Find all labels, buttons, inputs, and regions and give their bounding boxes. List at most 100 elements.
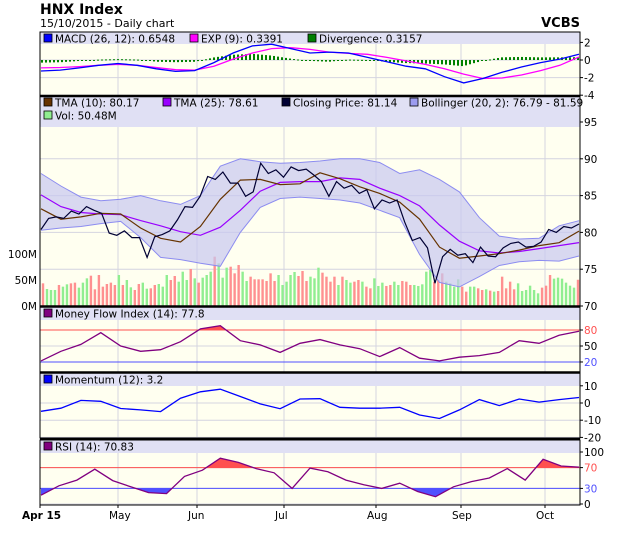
volume-bar	[512, 289, 516, 306]
volume-bar	[305, 280, 308, 306]
divergence-bar	[241, 54, 243, 60]
mfi-line	[40, 325, 580, 362]
divergence-bar	[505, 57, 507, 60]
divergence-bar	[253, 53, 255, 60]
volume-bar	[361, 281, 364, 306]
volume-bar	[141, 282, 145, 306]
volume-bar	[389, 284, 392, 306]
volume-tick-label: 0M	[21, 301, 37, 313]
volume-bar	[209, 271, 212, 306]
divergence-bar	[169, 60, 171, 63]
divergence-bar	[121, 59, 123, 61]
divergence-bar	[397, 60, 399, 63]
volume-bar	[544, 285, 548, 306]
volume-bar	[165, 275, 168, 306]
divergence-bar	[469, 60, 471, 65]
divergence-bar	[185, 60, 187, 62]
divergence-bar	[449, 60, 451, 65]
volume-tick-label: 100M	[8, 249, 37, 261]
y-tick-label: 70	[584, 463, 597, 475]
y-tick-label: 20	[584, 357, 597, 369]
volume-bar	[65, 284, 69, 306]
volume-bar	[377, 285, 380, 306]
divergence-bar	[261, 54, 263, 60]
volume-bar	[41, 283, 45, 306]
volume-bar	[161, 286, 164, 306]
divergence-bar	[541, 57, 543, 60]
divergence-bar	[305, 60, 307, 61]
divergence-bar	[569, 57, 571, 60]
divergence-bar	[521, 56, 523, 60]
volume-bar	[217, 263, 220, 306]
divergence-bar	[181, 60, 183, 63]
divergence-bar	[193, 60, 195, 62]
divergence-bar	[529, 57, 531, 60]
panel-macd: 2 0 -2 -4 MACD (26, 12): 0.6548 EXP (9): 0.33…	[39, 31, 595, 102]
divergence-bar	[481, 60, 483, 61]
divergence-bar	[41, 60, 43, 63]
volume-bar	[536, 293, 540, 306]
volume-bar	[113, 284, 117, 306]
volume-bar	[213, 256, 216, 306]
divergence-bar	[345, 59, 347, 61]
volume-bar	[325, 276, 328, 306]
chart-subtitle: 15/10/2015 - Daily chart	[40, 17, 175, 30]
legend-label: Bollinger (20, 2): 76.79 - 81.59	[421, 98, 583, 110]
divergence-bar	[197, 60, 199, 62]
volume-bar	[57, 284, 61, 306]
volume-bar	[500, 276, 504, 306]
divergence-bar	[233, 54, 235, 60]
volume-bar	[61, 286, 65, 306]
volume-bar	[77, 287, 81, 306]
volume-bar	[109, 282, 113, 306]
divergence-bar	[125, 59, 127, 61]
divergence-bar	[421, 60, 423, 64]
divergence-bar	[265, 55, 267, 60]
divergence-bar	[109, 59, 111, 61]
legend-strip	[40, 440, 580, 453]
volume-bar	[169, 280, 172, 306]
volume-bar	[337, 284, 340, 306]
volume-bar	[249, 276, 252, 306]
x-tick-label: Jun	[187, 510, 204, 522]
divergence-bar	[525, 57, 527, 60]
legend-swatch	[409, 97, 419, 107]
divergence-bar	[413, 60, 415, 64]
divergence-bar	[45, 60, 47, 63]
volume-bar	[229, 266, 232, 306]
divergence-bar	[117, 59, 119, 61]
volume-bar	[149, 288, 152, 306]
divergence-bar	[129, 59, 131, 61]
brand-label: VCBS	[541, 16, 580, 31]
volume-bar	[97, 275, 101, 306]
y-tick-label: 75	[584, 264, 597, 276]
volume-bar	[225, 267, 228, 306]
volume-bar	[576, 279, 580, 306]
oversold-fill	[41, 488, 579, 497]
divergence-bar	[249, 53, 251, 60]
divergence-bar	[473, 60, 475, 64]
divergence-bar	[457, 60, 459, 66]
volume-bar	[357, 280, 360, 306]
volume-bar	[85, 278, 89, 306]
legend-swatch	[43, 374, 53, 384]
legend-label: TMA (10): 80.17	[54, 98, 139, 110]
volume-bar	[73, 282, 77, 306]
legend-swatch	[43, 308, 53, 318]
volume-bar	[245, 280, 248, 306]
volume-bar	[532, 289, 536, 306]
legend-swatch	[43, 110, 53, 120]
divergence-bar	[533, 57, 535, 60]
y-tick-label: 100	[584, 447, 604, 459]
volume-bar	[181, 271, 184, 306]
legend-label: Closing Price: 81.14	[293, 98, 398, 110]
divergence-bar	[69, 60, 71, 62]
divergence-bar	[133, 59, 135, 61]
divergence-bar	[257, 54, 259, 60]
volume-bar	[345, 280, 348, 306]
divergence-bar	[161, 60, 163, 62]
tma25-line	[40, 177, 580, 254]
y-tick-label: 90	[584, 154, 597, 166]
divergence-bar	[333, 60, 335, 62]
